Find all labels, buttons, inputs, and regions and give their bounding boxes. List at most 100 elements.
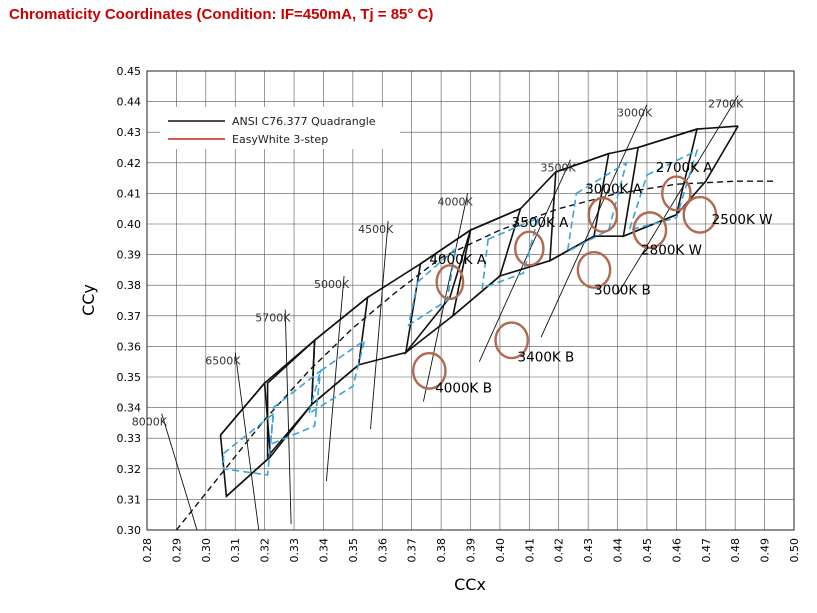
easywhite-bin-1 [269,369,322,446]
bin-ellipse [576,250,612,289]
bin-ellipse [661,175,692,212]
cct-line-2700K [617,95,739,295]
bin-ellipse [411,351,447,390]
cct-lines: 8000K 6500K 5700K 5000K 4500K 4000K 3500K 3000K… [132,95,744,531]
bin-label: 2500K W [712,212,773,228]
y-tick-label: 0.44 [117,96,142,109]
x-tick-label: 0.37 [406,538,419,563]
ansi-quadrangles [219,125,739,498]
cct-label: 5700K [255,312,291,325]
cct-label: 3500K [540,162,576,175]
bin-ellipse [435,264,465,301]
cct-line-5700K [284,309,292,524]
x-tick-label: 0.40 [494,538,507,563]
ansi-quadrangle-2700K [622,127,699,238]
cct-label: 3000K [617,107,653,120]
cct-label: 2700K [708,97,744,110]
x-axis-title: CCx [454,575,486,594]
tick-labels: 0.28 0.29 0.30 0.31 0.32 0.33 0.34 0.35 0.36 0.37… [117,65,802,563]
x-tick-label: 0.29 [170,538,183,563]
y-tick-label: 0.35 [117,371,142,384]
cct-line-4500K [370,220,389,430]
legend-easywhite-label: EasyWhite 3-step [232,133,328,146]
legend-box [160,107,400,149]
cct-line-8000K [161,413,198,531]
y-tick-label: 0.30 [117,524,142,537]
x-tick-label: 0.47 [700,538,713,563]
bin-ellipse [632,211,668,250]
cct-line-5000K [325,275,345,482]
x-tick-label: 0.48 [729,538,742,563]
x-tick-label: 0.49 [759,538,772,563]
y-tick-label: 0.38 [117,279,142,292]
bin-label: 4000K A [429,252,487,268]
easywhite-bin-3 [407,246,457,327]
cct-label: 8000K [132,416,168,429]
y-tick-label: 0.34 [117,402,142,415]
ansi-quadrangle-3500K [451,207,522,318]
easywhite-bin-4 [481,216,540,290]
ansi-quadrangle-3000K [549,152,610,263]
x-tick-label: 0.39 [465,538,478,563]
x-tick-label: 0.31 [229,538,242,563]
planckian-locus [175,180,774,531]
planckian-locus-line [175,180,774,531]
x-tick-label: 0.28 [141,538,154,563]
x-tick-label: 0.38 [435,538,448,563]
cct-line-3000K [540,104,648,338]
bin-ellipse [587,196,619,233]
cct-line-3500K [478,159,571,362]
x-tick-label: 0.35 [347,538,360,563]
bin-label: 3000K B [594,282,651,298]
y-tick-label: 0.37 [117,310,142,323]
y-tick-label: 0.31 [117,493,142,506]
ansi-quadrangle-6500K [219,381,272,498]
bin-ellipse [514,230,545,267]
legend-ansi-label: ANSI C76.377 Quadrangle [232,115,376,128]
plot-frame [146,70,795,531]
x-tick-label: 0.46 [670,538,683,563]
y-tick-label: 0.43 [117,126,142,139]
x-tick-label: 0.41 [523,538,536,563]
x-tick-label: 0.34 [317,538,330,563]
x-tick-label: 0.42 [553,538,566,563]
cct-label: 6500K [205,355,241,368]
y-tick-label: 0.42 [117,157,142,170]
cct-label: 4500K [358,223,394,236]
ansi-lower-boundary [225,125,739,497]
x-tick-label: 0.33 [288,538,301,563]
ansi-quadrangle-5000K [310,295,369,407]
bin-ellipse [682,195,718,234]
y-tick-label: 0.45 [117,65,142,78]
y-tick-label: 0.39 [117,249,142,262]
x-tick-label: 0.44 [612,538,625,563]
easywhite-bin-2 [307,338,366,416]
x-tick-label: 0.43 [582,538,595,563]
legend: ANSI C76.377 Quadrangle EasyWhite 3-step [160,107,400,149]
x-tick-label: 0.50 [788,538,801,563]
easywhite-bin-5 [566,161,628,253]
y-tick-label: 0.40 [117,218,142,231]
easywhite-bin-0 [222,411,275,476]
bin-label: 3000K A [585,181,643,197]
bin-ellipse [494,321,530,360]
bin-label: 4000K B [435,380,492,396]
bin-label: 3500K A [512,215,570,231]
bin-ellipses: 4000K A 4000K B 3500K A 3400K B 3000K A 3000K… [411,160,773,396]
bin-label: 2700K A [656,160,714,176]
chart-title: Chromaticity Coordinates (Condition: IF=… [9,6,434,23]
easywhite-bin-6 [628,149,699,232]
x-tick-label: 0.30 [200,538,213,563]
y-axis-title: CCy [79,284,98,316]
y-tick-label: 0.36 [117,340,142,353]
x-tick-label: 0.32 [259,538,272,563]
x-tick-label: 0.45 [641,538,654,563]
y-tick-label: 0.32 [117,463,142,476]
x-tick-label: 0.36 [376,538,389,563]
easywhite-bins [222,149,699,476]
y-tick-label: 0.41 [117,187,142,200]
bin-label: 2800K W [641,243,702,259]
ansi-quadrangle-5700K [266,338,316,459]
bin-label: 3400K B [518,350,575,366]
